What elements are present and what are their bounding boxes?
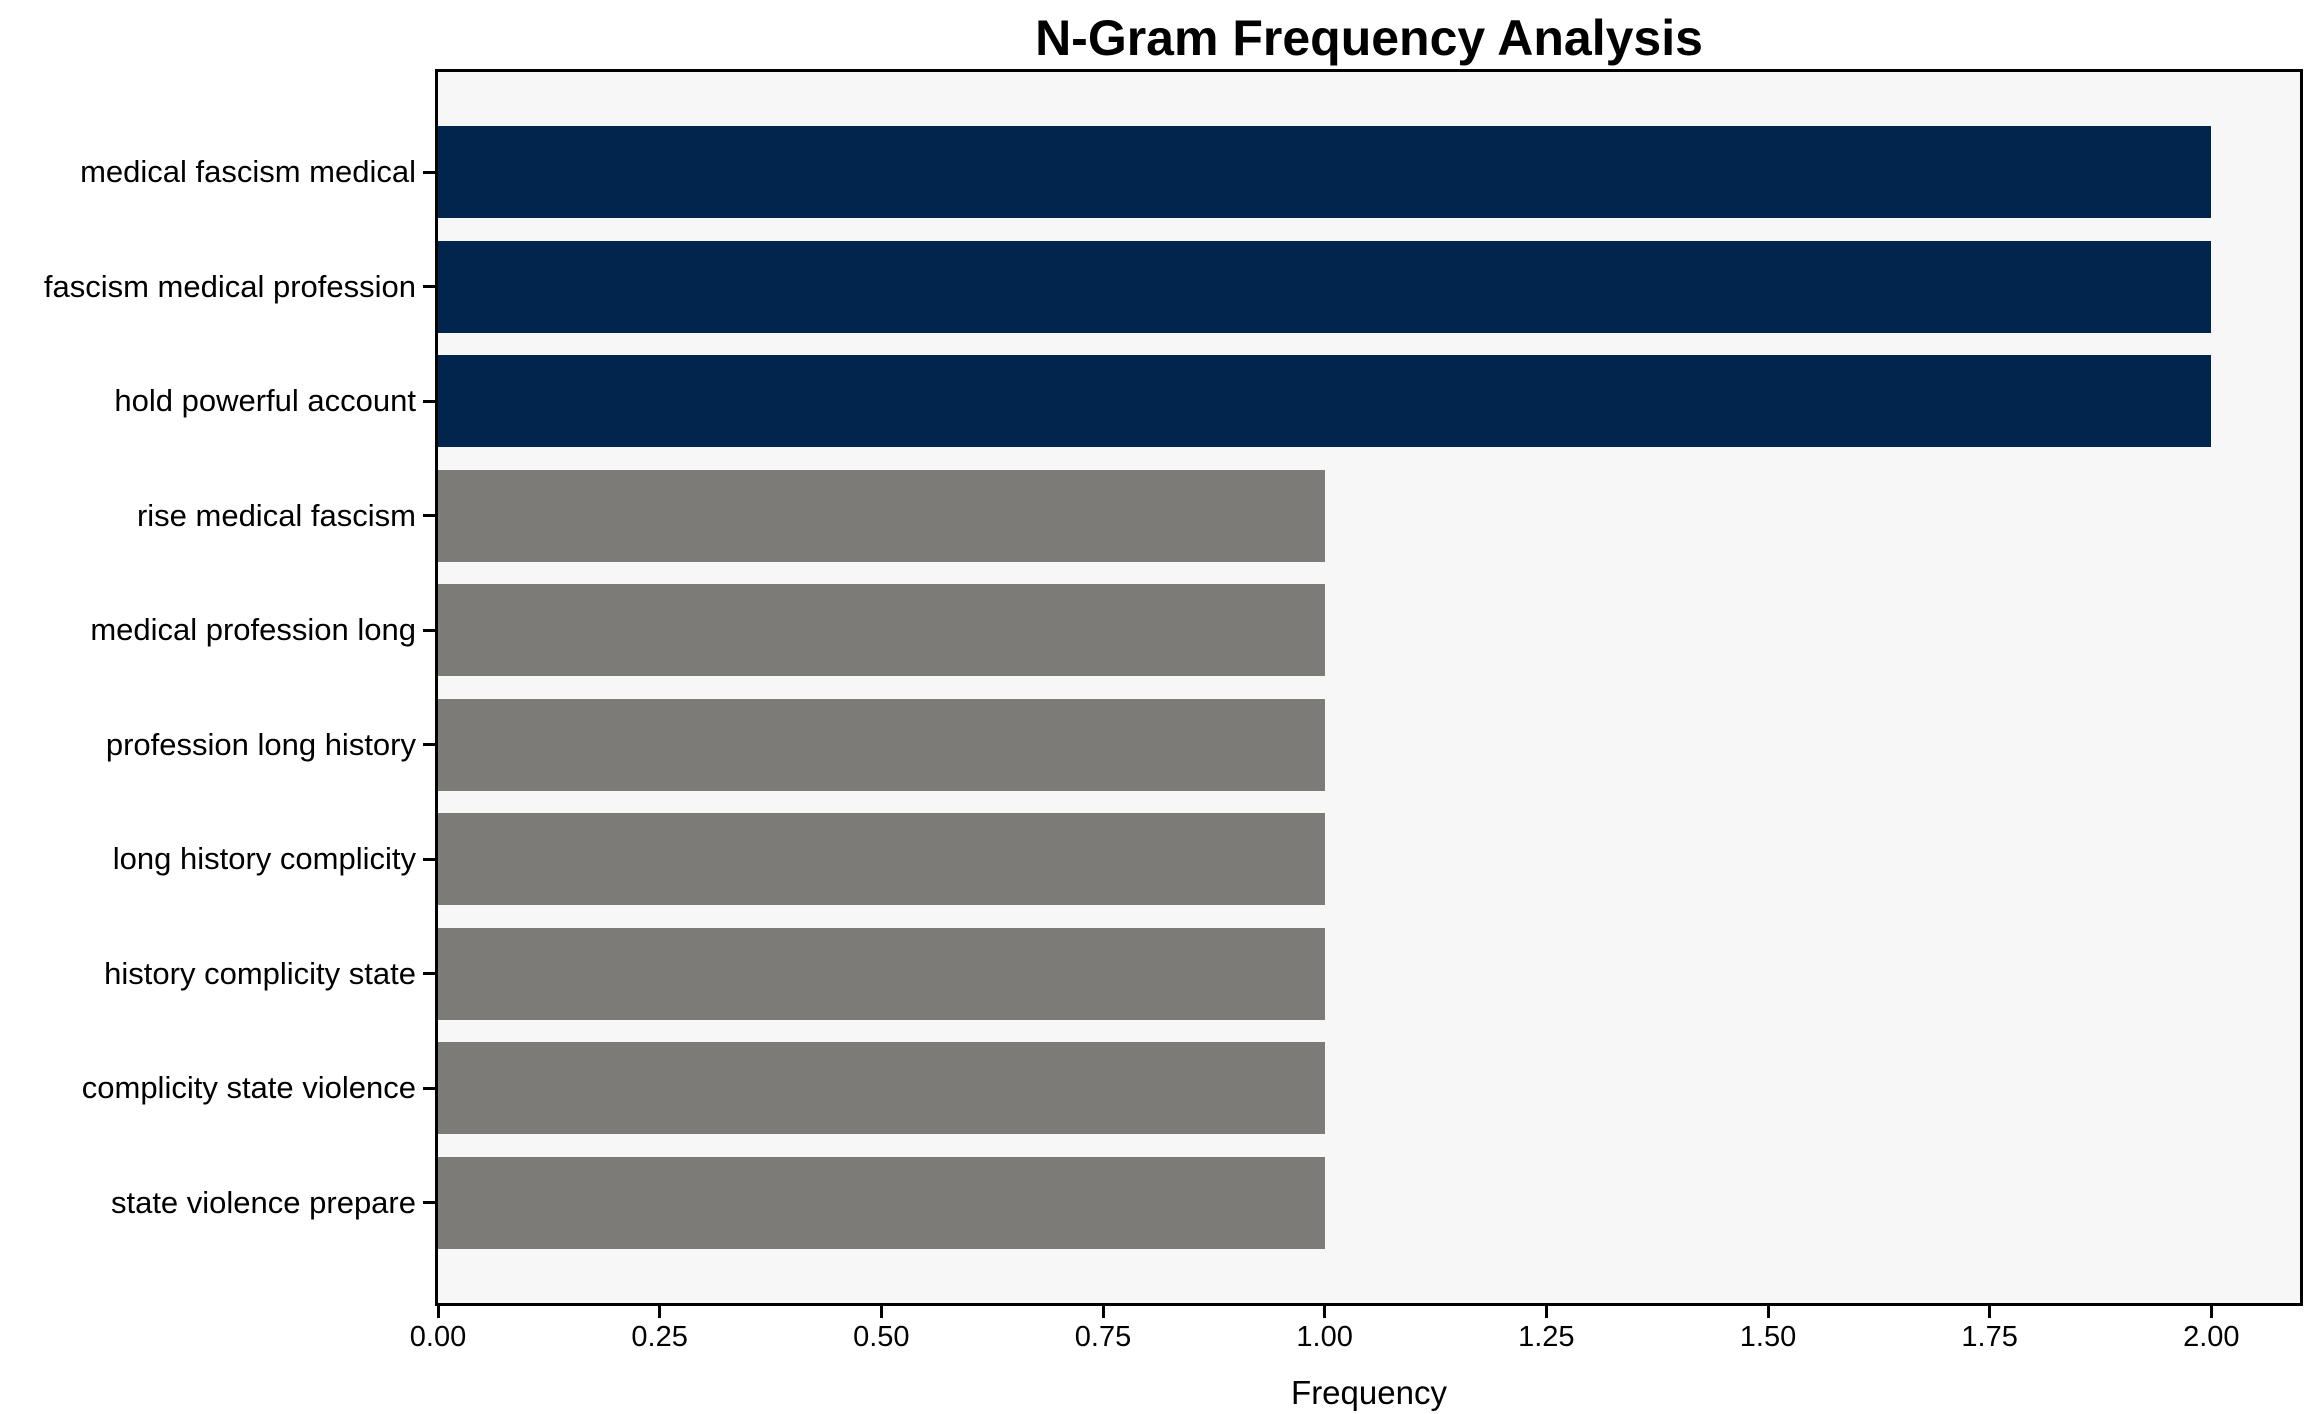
y-tick-label: rise medical fascism <box>136 497 416 533</box>
x-tick-label: 0.25 <box>631 1321 688 1353</box>
y-tick-label: hold powerful account <box>114 383 416 419</box>
y-tick-mark <box>423 285 435 289</box>
bar <box>438 1156 1325 1249</box>
y-tick-mark <box>423 170 435 174</box>
y-tick-mark <box>423 628 435 632</box>
bar <box>438 1042 1325 1135</box>
x-tick-label: 0.50 <box>853 1321 910 1353</box>
bar <box>438 355 2211 448</box>
y-tick-mark <box>423 1086 435 1090</box>
x-tick-mark <box>1988 1306 1992 1318</box>
x-tick-label: 0.75 <box>1074 1321 1132 1353</box>
x-tick-mark <box>1323 1306 1327 1318</box>
x-tick-label: 1.50 <box>1739 1321 1797 1353</box>
y-tick-mark <box>423 514 435 518</box>
x-tick-mark <box>1766 1306 1770 1318</box>
y-tick-mark <box>423 972 435 976</box>
x-axis-label: Frequency <box>1291 1374 1447 1411</box>
bar <box>438 584 1325 677</box>
y-tick-mark <box>423 1201 435 1205</box>
x-tick-mark <box>879 1306 883 1318</box>
x-tick-label: 1.25 <box>1518 1321 1575 1353</box>
y-tick-label: complicity state violence <box>81 1070 416 1106</box>
y-tick-label: history complicity state <box>104 955 416 991</box>
y-tick-mark <box>423 399 435 403</box>
y-tick-label: medical fascism medical <box>80 154 416 190</box>
y-tick-label: state violence prepare <box>110 1184 416 1220</box>
x-tick-label: 0.00 <box>409 1321 467 1353</box>
bar <box>438 698 1325 791</box>
x-tick-mark <box>1544 1306 1548 1318</box>
bar <box>438 469 1325 562</box>
x-tick-mark <box>436 1306 440 1318</box>
x-tick-label: 1.00 <box>1296 1321 1353 1353</box>
x-tick-mark <box>658 1306 662 1318</box>
bar <box>438 813 1325 906</box>
bar <box>438 240 2211 333</box>
bar <box>438 126 2211 219</box>
y-tick-label: long history complicity <box>112 841 416 877</box>
x-tick-label: 2.00 <box>2183 1321 2240 1353</box>
y-tick-label: fascism medical profession <box>43 268 416 304</box>
y-tick-label: medical profession long <box>90 612 416 648</box>
y-tick-mark <box>423 743 435 747</box>
x-tick-mark <box>2209 1306 2213 1318</box>
chart-title: N-Gram Frequency Analysis <box>1035 10 1703 66</box>
bar <box>438 927 1325 1020</box>
y-tick-label: profession long history <box>105 726 416 762</box>
y-tick-mark <box>423 857 435 861</box>
x-tick-label: 1.75 <box>1961 1321 2018 1353</box>
x-tick-mark <box>1101 1306 1105 1318</box>
